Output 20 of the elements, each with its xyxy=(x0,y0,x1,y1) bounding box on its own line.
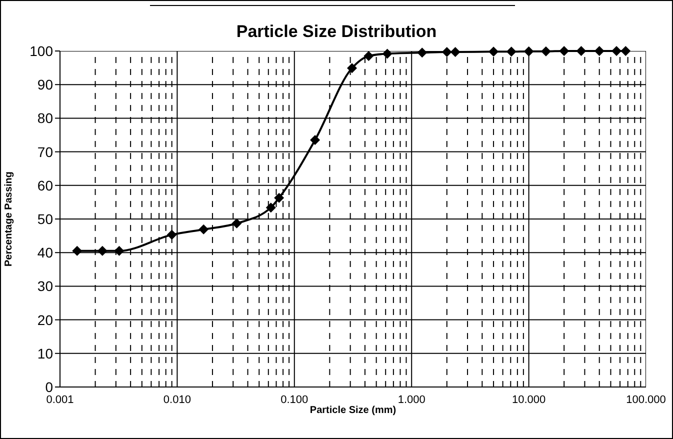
x-tick-label: 10.000 xyxy=(512,394,546,406)
x-tick-label: 0.001 xyxy=(46,394,74,406)
y-tick-label: 90 xyxy=(37,76,54,93)
x-tick-label: 0.100 xyxy=(280,394,308,406)
y-tick-label: 100 xyxy=(30,42,54,59)
y-tick-label: 10 xyxy=(37,345,54,362)
chart-title: Particle Size Distribution xyxy=(235,22,438,42)
y-tick-label: 30 xyxy=(37,278,54,294)
y-tick-label: 0 xyxy=(45,378,54,395)
x-tick-label: 100.000 xyxy=(626,394,666,406)
x-axis-title: Particle Size (mm) xyxy=(310,405,396,416)
y-tick-label: 60 xyxy=(37,177,54,194)
y-tick-label: 70 xyxy=(37,144,54,160)
y-tick-label: 20 xyxy=(37,312,54,328)
y-tick-label: 40 xyxy=(37,244,54,261)
x-tick-label: 1.000 xyxy=(398,394,426,406)
x-tick-label: 0.010 xyxy=(163,394,191,406)
y-tick-label: 80 xyxy=(37,110,54,126)
y-tick-label: 50 xyxy=(37,210,54,227)
y-axis-title: Percentage Passing xyxy=(4,171,15,267)
